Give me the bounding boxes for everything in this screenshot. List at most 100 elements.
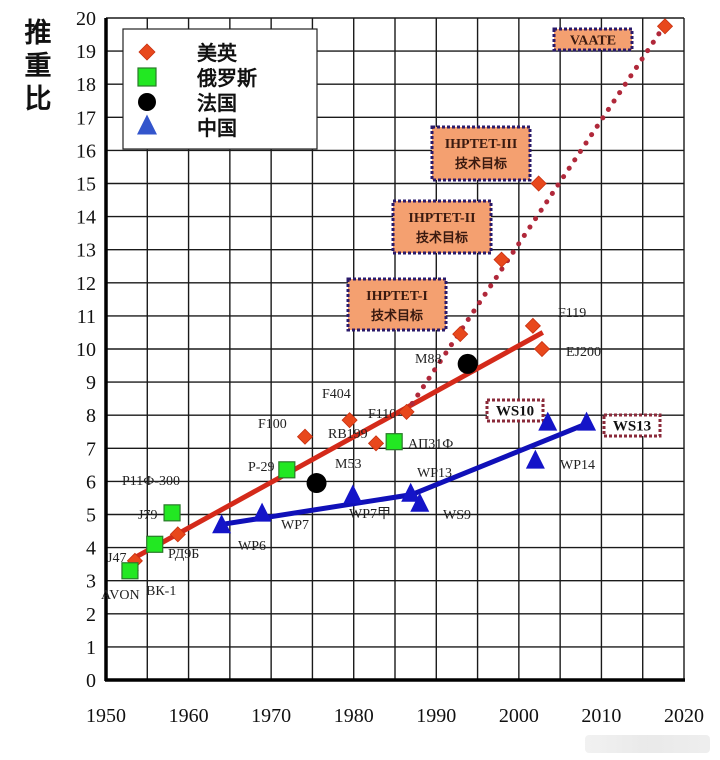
- triangle-marker-icon: [212, 514, 232, 534]
- annotation-box-ws10: WS10: [485, 398, 545, 423]
- annotation-box-ws13: WS13: [602, 413, 662, 438]
- x-tick-label: 1990: [416, 705, 456, 727]
- annotation-box-subtitle: 技术目标: [455, 156, 507, 172]
- point-label: AVON: [101, 588, 140, 603]
- y-tick-label: 13: [76, 240, 96, 262]
- y-tick-label: 0: [86, 670, 96, 692]
- legend-item: 法国: [138, 91, 237, 115]
- y-tick-label: 8: [86, 405, 96, 427]
- solid-trend-line: [221, 421, 589, 527]
- legend-item: 美英: [138, 41, 238, 65]
- triangle-marker-icon: [137, 114, 157, 135]
- point-label: J47: [107, 551, 126, 566]
- annotation-box-frame: [552, 27, 634, 52]
- dotted-trend-line: [404, 22, 668, 415]
- x-tick-label: 1980: [334, 705, 374, 727]
- annotation-box-frame: [602, 413, 662, 438]
- y-tick-label: 20: [76, 8, 96, 30]
- y-axis-title-char: 推: [25, 18, 52, 49]
- annotation-box-subtitle: 技术目标: [416, 230, 468, 246]
- triangle-marker-icon: [401, 482, 421, 502]
- annotation-box-frame: [430, 125, 532, 182]
- x-tick-label: 1950: [86, 705, 126, 727]
- y-tick-label: 15: [76, 174, 96, 196]
- point-label: Р-29: [248, 460, 274, 475]
- diamond-marker-icon: [398, 403, 415, 420]
- y-tick-label: 4: [86, 538, 96, 560]
- watermark: [585, 735, 710, 753]
- y-tick-label: 1: [86, 637, 96, 659]
- point-label: WP13: [417, 466, 452, 481]
- triangle-marker-icon: [577, 411, 597, 431]
- y-axis-title-char: 比: [25, 84, 52, 115]
- square-marker-icon: [163, 504, 181, 522]
- point-label: RB199: [328, 427, 368, 442]
- y-tick-label: 19: [76, 41, 96, 63]
- point-label: WP7: [281, 518, 309, 533]
- square-marker-icon: [385, 433, 403, 451]
- annotation-box-title: WS13: [613, 419, 651, 435]
- y-tick-label: 17: [76, 107, 96, 129]
- triangle-marker-icon: [525, 449, 545, 469]
- diamond-marker-icon: [656, 18, 674, 35]
- triangle-marker-icon: [252, 502, 272, 522]
- x-tick-label: 2020: [664, 705, 704, 727]
- annotation-box-title: IHPTET-II: [408, 211, 475, 226]
- y-tick-label: 6: [86, 471, 96, 493]
- diamond-marker-icon: [341, 412, 358, 429]
- triangle-marker-icon: [538, 411, 558, 431]
- annotation-box-title: VAATE: [570, 34, 616, 49]
- square-marker-icon: [146, 535, 164, 553]
- point-label: M53: [335, 457, 361, 472]
- y-axis-title: 推重比: [25, 18, 52, 115]
- point-labels: AVON J47 ВК-1 РД9Б J79 Р11Ф-300 WP6 WP7 Р-29 F100…: [101, 306, 601, 603]
- point-label: WP14: [560, 458, 595, 473]
- annotation-box-frame: [346, 277, 448, 332]
- point-label: F100: [258, 417, 287, 432]
- y-axis-title-char: 重: [25, 51, 52, 82]
- diamond-marker-icon: [367, 435, 385, 452]
- diamond-marker-icon: [169, 526, 186, 543]
- y-tick-label: 14: [76, 207, 96, 229]
- x-tick-label: 1970: [251, 705, 291, 727]
- point-label: Р11Ф-300: [122, 474, 180, 489]
- diamond-marker-icon: [533, 340, 551, 358]
- diamond-marker-icon: [530, 175, 547, 192]
- y-tick-label: 10: [76, 339, 96, 361]
- point-label: J79: [138, 508, 157, 523]
- circle-marker-icon: [457, 353, 478, 374]
- point-label: F404: [322, 387, 351, 402]
- annotation-box-title: IHPTET-III: [445, 137, 518, 152]
- legend-box: [122, 28, 318, 150]
- annotation-box-ihptet-iii: IHPTET-III 技术目标: [430, 125, 532, 182]
- circle-marker-icon: [306, 473, 327, 494]
- point-label: F110: [368, 407, 396, 422]
- x-tick-label: 2010: [581, 705, 621, 727]
- diamond-marker-icon: [493, 251, 510, 268]
- y-tick-label: 5: [86, 505, 96, 527]
- axes: [104, 18, 685, 682]
- legend-label: 俄罗斯: [196, 66, 257, 90]
- x-tick-label: 1960: [169, 705, 209, 727]
- diamond-marker-icon: [452, 326, 469, 343]
- diamond-marker-icon: [524, 317, 541, 334]
- point-label: EJ200: [566, 345, 601, 360]
- triangle-marker-icon: [343, 484, 363, 504]
- legend-item: 中国: [137, 114, 237, 140]
- square-marker-icon: [137, 67, 157, 87]
- y-tick-label: 11: [77, 306, 96, 328]
- annotation-box-subtitle: 技术目标: [371, 308, 423, 324]
- y-tick-label: 16: [76, 140, 96, 162]
- point-label: F119: [558, 306, 586, 321]
- point-label: M88: [415, 352, 441, 367]
- diamond-marker-icon: [138, 43, 156, 61]
- annotation-box-frame: [391, 199, 493, 255]
- point-label: WP6: [238, 539, 266, 554]
- y-tick-label: 3: [86, 571, 96, 593]
- y-tick-label: 12: [76, 273, 96, 295]
- point-label: РД9Б: [168, 547, 199, 562]
- annotation-box-vaate: VAATE: [552, 27, 634, 52]
